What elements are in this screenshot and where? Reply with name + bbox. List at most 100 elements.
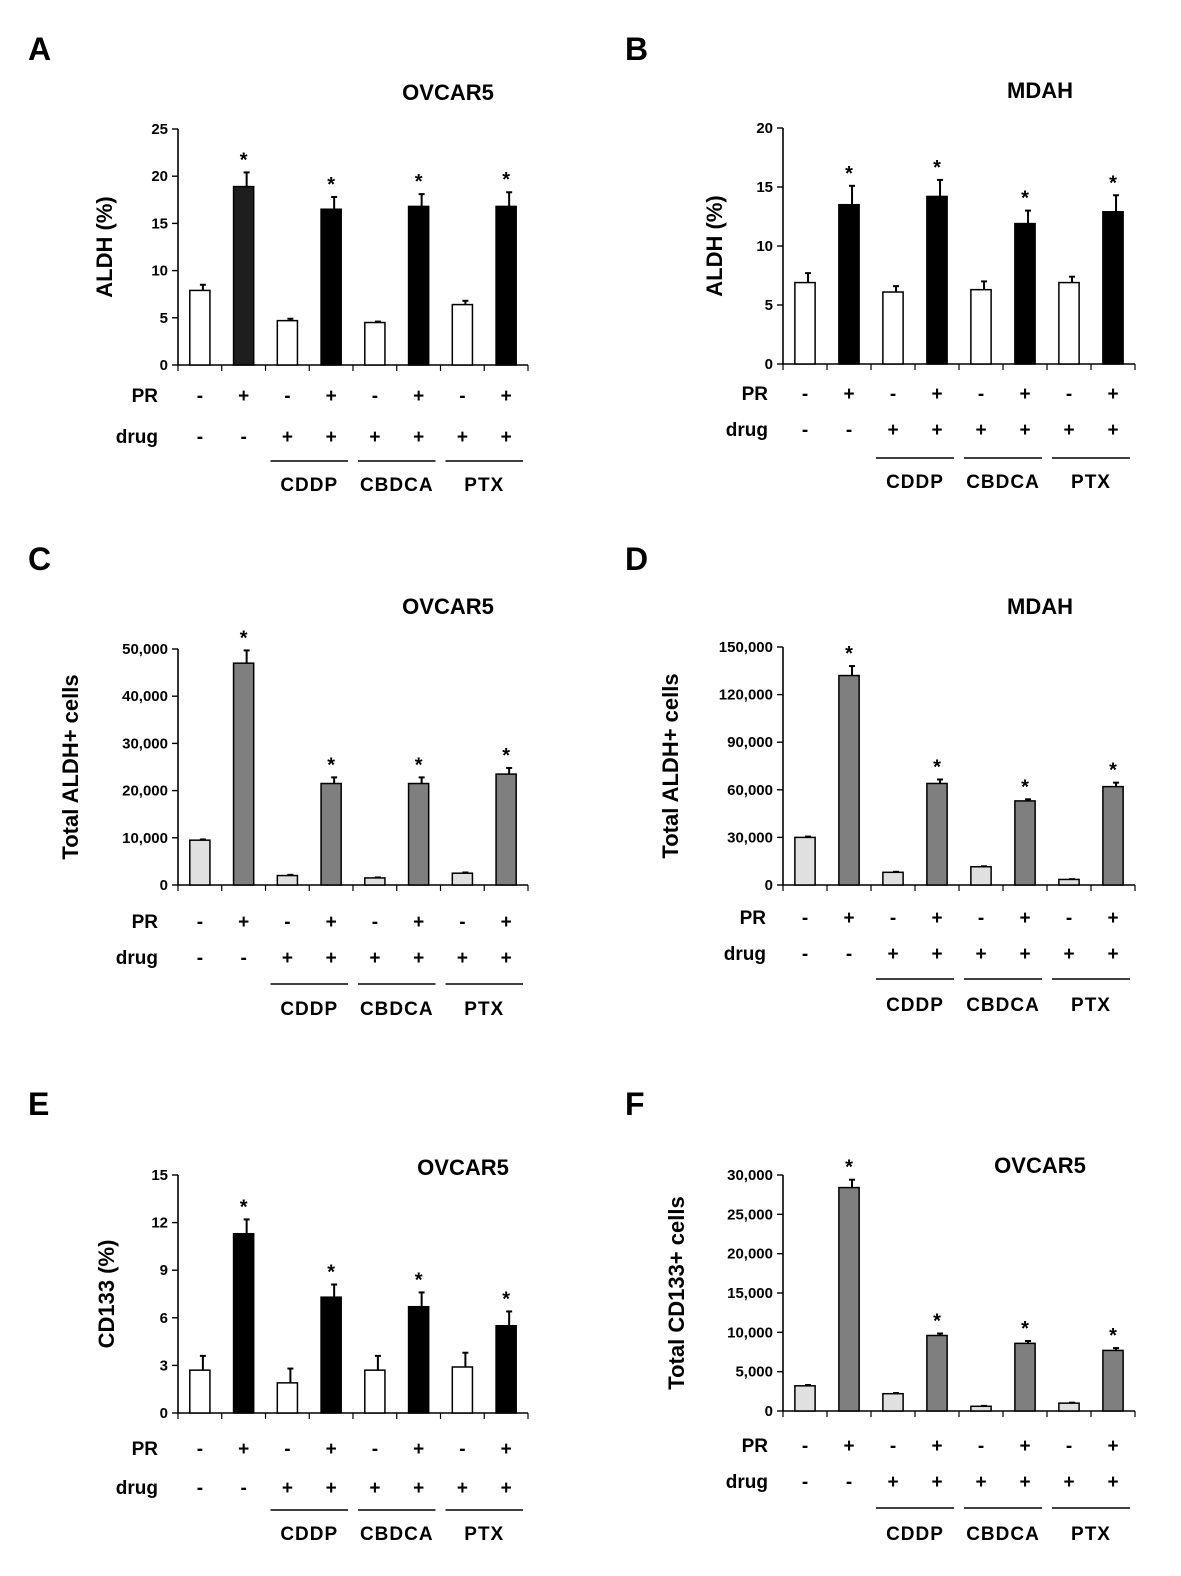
y-tick-label: 12 — [151, 1215, 168, 1232]
pr-sign: - — [890, 908, 896, 929]
drug-sign: + — [975, 1472, 986, 1493]
drug-sign: - — [240, 948, 246, 969]
bar — [320, 782, 342, 886]
group-label-ptx: PTX — [1071, 472, 1111, 493]
y-tick-label: 20,000 — [122, 783, 168, 800]
drug-sign: + — [326, 427, 337, 448]
bar — [276, 319, 299, 366]
panel-letter: B — [625, 31, 648, 67]
chart-title: MDAH — [1007, 594, 1073, 619]
drug-sign: - — [197, 1478, 203, 1499]
chart-title: MDAH — [1007, 78, 1073, 103]
chart-title: OVCAR5 — [402, 594, 494, 619]
y-tick-label: 15 — [151, 1167, 168, 1184]
bar — [1102, 1349, 1124, 1412]
y-tick-label: 5,000 — [735, 1364, 773, 1381]
bar — [926, 195, 948, 365]
drug-sign: + — [413, 1478, 424, 1499]
drug-sign: + — [931, 420, 942, 441]
drug-sign: - — [197, 948, 203, 969]
bar — [364, 1369, 386, 1414]
pr-sign: - — [978, 908, 984, 929]
group-label-ptx: PTX — [464, 1524, 504, 1545]
drug-sign: + — [413, 948, 424, 969]
y-axis-label: Total ALDH+ cells — [658, 673, 683, 858]
pr-sign: - — [459, 912, 465, 933]
pr-row-label: PR — [740, 908, 767, 929]
pr-sign: + — [843, 1436, 854, 1457]
drug-sign: - — [197, 427, 203, 448]
pr-sign: + — [501, 912, 512, 933]
pr-sign: + — [501, 1439, 512, 1460]
bar — [838, 203, 860, 365]
chart-panel-d: D MDAH Total ALDH+ cells 0 30,000 60,000 90,00… — [625, 541, 1136, 1016]
significance-star: * — [1021, 1318, 1029, 1340]
drug-sign: + — [1019, 944, 1030, 965]
y-tick-label: 40,000 — [122, 688, 168, 705]
drug-sign: + — [369, 427, 380, 448]
y-tick-label: 150,000 — [719, 639, 773, 656]
y-tick-label: 20,000 — [727, 1246, 773, 1263]
pr-sign: + — [1107, 908, 1118, 929]
drug-sign: + — [887, 420, 898, 441]
drug-row-label: drug — [724, 944, 766, 965]
drug-sign: - — [802, 944, 808, 965]
drug-sign: - — [240, 1478, 246, 1499]
bar — [276, 874, 299, 886]
group-label-cddp: CDDP — [886, 995, 944, 1016]
drug-sign: + — [369, 948, 380, 969]
y-tick-label: 3 — [160, 1357, 168, 1374]
bar — [1058, 281, 1080, 365]
pr-sign: - — [197, 1439, 203, 1460]
bar — [276, 1382, 299, 1414]
bar — [495, 773, 517, 886]
pr-sign: - — [372, 1439, 378, 1460]
drug-row-label: drug — [726, 420, 768, 441]
group-label-cbdca: CBDCA — [360, 1524, 434, 1545]
bar — [407, 782, 430, 886]
significance-star: * — [240, 1196, 248, 1218]
y-tick-label: 20 — [151, 168, 168, 185]
y-tick-label: 15 — [756, 179, 773, 196]
group-label-cddp: CDDP — [886, 472, 944, 493]
drug-sign: + — [887, 1472, 898, 1493]
bar — [970, 288, 992, 365]
group-label-ptx: PTX — [464, 475, 504, 496]
drug-sign: + — [457, 948, 468, 969]
y-tick-label: 30,000 — [727, 1167, 773, 1184]
y-tick-label: 15,000 — [727, 1285, 773, 1302]
y-tick-label: 120,000 — [719, 687, 773, 704]
bar — [320, 1296, 342, 1414]
pr-sign: - — [372, 912, 378, 933]
pr-sign: - — [284, 912, 290, 933]
significance-star: * — [327, 754, 335, 776]
y-axis-label: ALDH (%) — [92, 196, 117, 297]
drug-sign: + — [1107, 944, 1118, 965]
drug-row-label: drug — [116, 427, 158, 448]
pr-sign: - — [459, 1439, 465, 1460]
y-tick-label: 5 — [160, 310, 168, 327]
chart-title: OVCAR5 — [994, 1153, 1086, 1178]
y-tick-label: 20 — [756, 120, 773, 137]
pr-sign: - — [802, 1436, 808, 1457]
pr-row-label: PR — [132, 912, 159, 933]
significance-star: * — [240, 149, 248, 171]
y-tick-label: 15 — [151, 215, 168, 232]
bar — [970, 866, 992, 886]
significance-star: * — [502, 745, 510, 767]
bar — [495, 205, 517, 366]
bar — [1014, 1342, 1036, 1412]
drug-sign: + — [282, 948, 293, 969]
bar — [451, 1366, 474, 1414]
bar — [882, 291, 904, 365]
drug-sign: + — [326, 948, 337, 969]
significance-star: * — [415, 1269, 423, 1291]
pr-sign: + — [326, 386, 337, 407]
bar — [407, 1305, 430, 1414]
pr-sign: - — [372, 386, 378, 407]
panel-letter: F — [625, 1086, 645, 1122]
drug-sign: + — [1063, 1472, 1074, 1493]
pr-sign: - — [197, 912, 203, 933]
bar — [882, 871, 904, 886]
